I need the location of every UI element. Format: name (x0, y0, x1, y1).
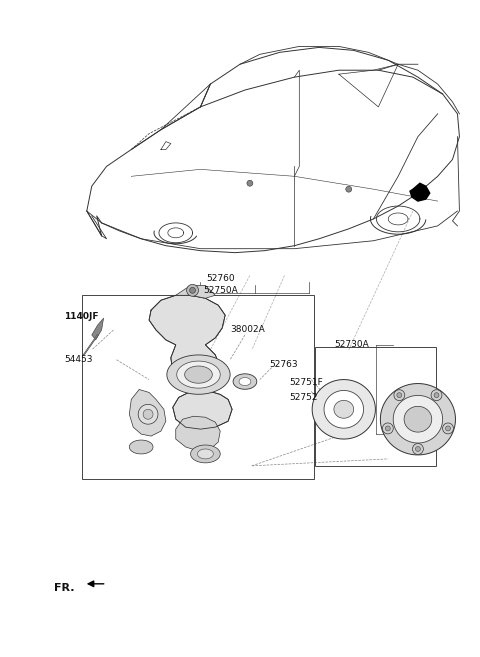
Polygon shape (380, 384, 456, 455)
Polygon shape (176, 417, 220, 451)
Polygon shape (177, 361, 220, 388)
Polygon shape (334, 400, 354, 419)
Polygon shape (410, 183, 430, 201)
Text: 52751F: 52751F (289, 378, 323, 387)
Circle shape (190, 287, 195, 293)
Text: 52750A: 52750A (203, 286, 238, 295)
Circle shape (416, 447, 420, 451)
Circle shape (431, 390, 442, 401)
Polygon shape (92, 318, 104, 340)
Circle shape (394, 390, 405, 401)
Text: 38002A: 38002A (230, 325, 265, 334)
Polygon shape (233, 374, 257, 390)
Text: 54453: 54453 (64, 355, 93, 364)
Text: 52760: 52760 (206, 274, 235, 283)
Polygon shape (129, 390, 166, 436)
Text: 1140JF: 1140JF (64, 311, 98, 321)
Circle shape (443, 423, 454, 434)
Polygon shape (393, 396, 443, 443)
Text: 52752: 52752 (289, 393, 318, 402)
Circle shape (412, 443, 423, 455)
Polygon shape (149, 295, 232, 429)
Circle shape (247, 180, 253, 186)
Text: 52730A: 52730A (334, 340, 369, 350)
Circle shape (346, 186, 352, 192)
Text: FR.: FR. (54, 583, 75, 593)
Polygon shape (324, 390, 363, 428)
Polygon shape (167, 355, 230, 394)
Polygon shape (191, 445, 220, 463)
Polygon shape (404, 406, 432, 432)
Polygon shape (129, 440, 153, 454)
Circle shape (434, 393, 439, 397)
Polygon shape (185, 366, 212, 383)
Bar (82, 295, 314, 479)
Circle shape (383, 423, 393, 434)
Circle shape (397, 393, 402, 397)
Polygon shape (239, 378, 251, 386)
Circle shape (385, 426, 390, 431)
Bar (315, 347, 436, 466)
Text: 52763: 52763 (270, 360, 298, 369)
Polygon shape (312, 380, 375, 439)
Circle shape (138, 404, 158, 424)
Polygon shape (176, 285, 216, 298)
Circle shape (187, 284, 199, 296)
Circle shape (143, 409, 153, 419)
Circle shape (445, 426, 450, 431)
Polygon shape (197, 449, 213, 459)
